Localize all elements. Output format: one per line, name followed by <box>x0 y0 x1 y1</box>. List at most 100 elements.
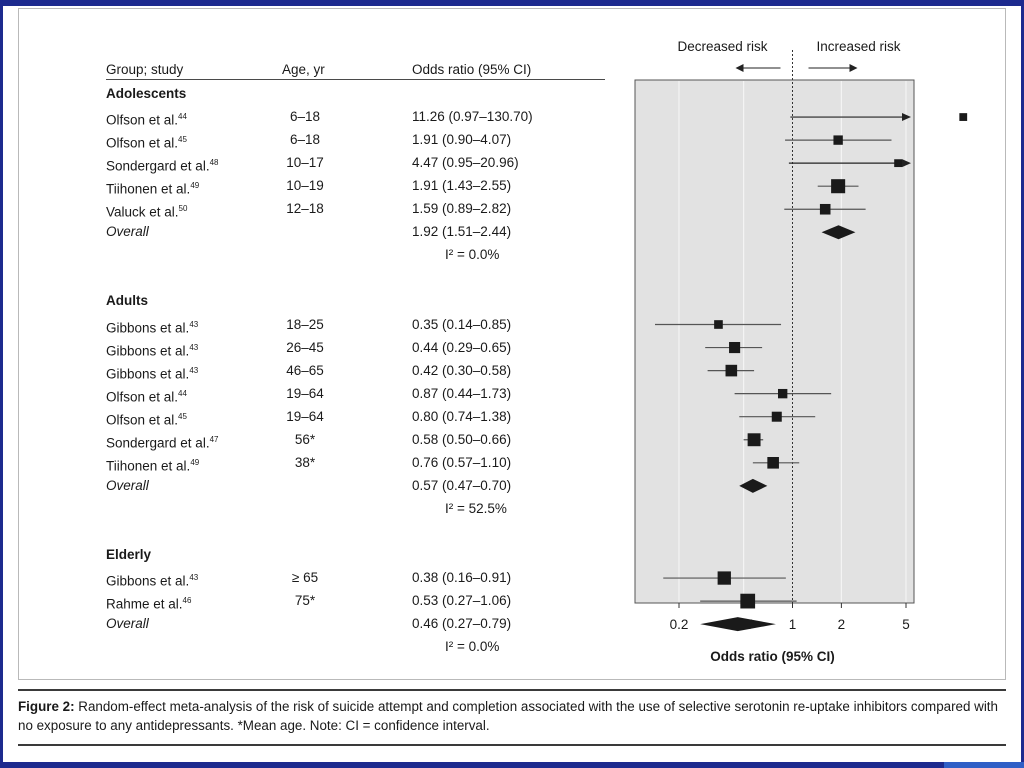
slide-frame-top <box>0 0 1024 6</box>
overall-diamond <box>821 225 856 240</box>
study-age: 10–17 <box>286 155 324 171</box>
study-marker <box>777 388 788 399</box>
overall-diamond <box>739 478 768 493</box>
study-reference: 43 <box>189 319 199 329</box>
figure-caption: Figure 2: Random-effect meta-analysis of… <box>18 697 1003 735</box>
study-reference: 44 <box>178 112 187 122</box>
study-marker <box>819 203 831 215</box>
study-age: 12–18 <box>286 201 324 217</box>
study-age: 18–25 <box>286 316 324 332</box>
study-odds-ratio: 0.80 (0.74–1.38) <box>412 408 512 424</box>
group-heading: Adolescents <box>106 86 187 101</box>
study-odds-ratio: 0.87 (0.44–1.73) <box>412 385 512 401</box>
overall-diamond <box>700 617 776 632</box>
study-marker <box>767 457 779 469</box>
heterogeneity-stat: I² = 0.0% <box>445 247 500 263</box>
study-reference: 50 <box>178 204 188 214</box>
study-reference: 49 <box>190 457 200 467</box>
study-reference: 46 <box>182 596 192 606</box>
study-label: Tiihonen et al.49 <box>106 457 200 474</box>
study-age: 10–19 <box>286 178 324 194</box>
study-marker <box>729 341 741 354</box>
study-label: Rahme et al.46 <box>106 596 192 612</box>
study-marker <box>959 113 968 121</box>
study-marker <box>833 135 843 145</box>
study-odds-ratio: 0.58 (0.50–0.66) <box>412 431 512 447</box>
overall-label: Overall <box>106 616 149 632</box>
caption-rule-bottom <box>18 744 1006 746</box>
study-label: Olfson et al.45 <box>106 135 187 151</box>
study-odds-ratio: 0.53 (0.27–1.06) <box>412 593 512 609</box>
study-reference: 45 <box>178 135 187 145</box>
ci-arrowhead <box>902 113 911 122</box>
caption-label: Figure 2: <box>18 699 75 714</box>
study-label: Gibbons et al.43 <box>106 342 199 359</box>
study-age: 19–64 <box>286 385 324 401</box>
study-marker <box>717 571 731 585</box>
study-label: Gibbons et al.43 <box>106 365 199 382</box>
group-heading: Adults <box>106 293 148 309</box>
study-age: 6–18 <box>289 109 321 125</box>
study-odds-ratio: 0.38 (0.16–0.91) <box>412 570 512 586</box>
study-marker <box>747 433 761 447</box>
increased-risk-arrowhead <box>849 64 858 72</box>
study-label: Sondergard et al.48 <box>106 158 219 174</box>
study-reference: 45 <box>178 411 187 421</box>
caption-rule-top <box>18 689 1006 691</box>
x-axis-label: Odds ratio (95% CI) <box>710 649 835 664</box>
study-odds-ratio: 1.59 (0.89–2.82) <box>412 201 512 217</box>
group-heading: Elderly <box>106 547 152 562</box>
study-reference: 43 <box>189 365 199 375</box>
study-age: 75* <box>294 593 316 609</box>
column-header-odds-ratio: Odds ratio (95% CI) <box>412 62 532 77</box>
forest-plot: 0.20.5125Odds ratio (95% CI)Decreased ri… <box>634 39 968 664</box>
study-label: Gibbons et al.43 <box>106 319 199 336</box>
study-marker <box>714 320 723 329</box>
decreased-risk-label: Decreased risk <box>677 39 767 54</box>
overall-odds-ratio: 1.92 (1.51–2.44) <box>412 224 512 240</box>
study-odds-ratio: 0.42 (0.30–0.58) <box>412 362 512 378</box>
study-marker <box>831 179 846 194</box>
study-odds-ratio: 0.44 (0.29–0.65) <box>412 339 512 355</box>
decreased-risk-arrowhead <box>735 64 744 72</box>
heterogeneity-stat: I² = 52.5% <box>445 500 507 516</box>
study-reference: 43 <box>189 342 199 352</box>
study-marker <box>740 593 756 609</box>
overall-label: Overall <box>106 477 149 493</box>
x-tick-label: 5 <box>902 617 910 632</box>
slide-frame-bottom <box>0 762 1024 768</box>
slide-frame-right <box>1021 0 1024 768</box>
study-age: 19–64 <box>286 408 324 424</box>
study-label: Valuck et al.50 <box>106 204 188 220</box>
x-tick-label: 0.2 <box>670 617 689 632</box>
slide-frame-accent <box>944 762 1024 768</box>
caption-text: Random-effect meta-analysis of the risk … <box>18 699 998 733</box>
study-marker <box>894 159 902 168</box>
study-marker <box>725 364 738 377</box>
study-odds-ratio: 1.91 (0.90–4.07) <box>412 132 512 148</box>
header-rule <box>106 79 605 80</box>
study-odds-ratio: 11.26 (0.97–130.70) <box>412 109 533 125</box>
study-label: Tiihonen et al.49 <box>106 181 200 197</box>
study-odds-ratio: 1.91 (1.43–2.55) <box>412 178 512 194</box>
overall-odds-ratio: 0.46 (0.27–0.79) <box>412 616 512 632</box>
study-reference: 44 <box>178 388 187 398</box>
study-odds-ratio: 0.76 (0.57–1.10) <box>412 454 512 470</box>
study-label: Olfson et al.44 <box>106 112 187 128</box>
study-reference: 49 <box>190 181 200 191</box>
increased-risk-label: Increased risk <box>816 39 900 54</box>
study-label: Olfson et al.44 <box>106 388 187 405</box>
study-label: Gibbons et al.43 <box>106 573 199 589</box>
study-label: Olfson et al.45 <box>106 411 187 428</box>
study-age: 6–18 <box>289 132 321 148</box>
study-odds-ratio: 0.35 (0.14–0.85) <box>412 316 512 332</box>
column-header-study: Group; study <box>106 62 184 77</box>
study-marker <box>771 411 782 422</box>
heterogeneity-stat: I² = 0.0% <box>445 639 500 655</box>
column-header-age: Age, yr <box>282 62 325 77</box>
study-age: 26–45 <box>286 339 324 355</box>
overall-label: Overall <box>106 224 149 240</box>
plot-area <box>634 79 915 604</box>
study-reference: 47 <box>209 434 219 444</box>
overall-odds-ratio: 0.57 (0.47–0.70) <box>412 477 512 493</box>
